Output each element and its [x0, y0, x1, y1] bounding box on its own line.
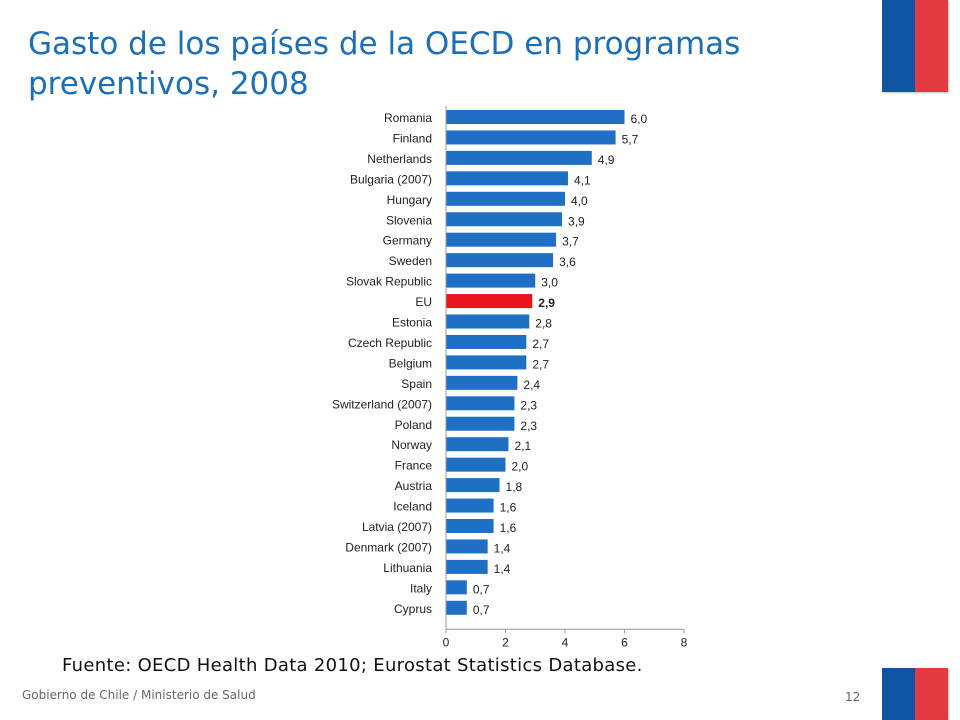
- value-label: 0,7: [473, 582, 490, 596]
- value-label: 1,8: [506, 480, 523, 494]
- value-label: 4,0: [571, 194, 588, 208]
- category-label: EU: [415, 295, 432, 309]
- flag-red-stripe: [915, 668, 948, 720]
- value-label: 3,0: [541, 276, 558, 290]
- chile-flag-top: [882, 0, 948, 92]
- value-label: 3,9: [568, 214, 585, 228]
- value-label: 3,6: [559, 255, 576, 269]
- value-label: 2,7: [532, 357, 549, 371]
- category-label: Netherlands: [367, 152, 432, 166]
- value-label: 3,7: [562, 235, 579, 249]
- category-label: Hungary: [387, 193, 432, 207]
- category-label: France: [395, 459, 433, 473]
- category-label: Belgium: [389, 356, 432, 370]
- x-tick-label: 4: [562, 635, 569, 649]
- bar: [446, 478, 500, 493]
- value-label: 6,0: [631, 112, 648, 126]
- category-label: Austria: [395, 479, 433, 493]
- category-label: Sweden: [389, 254, 432, 268]
- chile-flag-bottom: [882, 668, 948, 720]
- bar: [446, 416, 515, 431]
- x-tick-label: 8: [681, 635, 688, 649]
- value-label: 2,9: [538, 296, 555, 310]
- bar: [446, 355, 527, 370]
- bar: [446, 171, 568, 186]
- bar: [446, 273, 536, 288]
- category-label: Romania: [384, 111, 432, 125]
- bar: [446, 559, 488, 574]
- value-label: 5,7: [622, 132, 639, 146]
- category-label: Cyprus: [394, 602, 432, 616]
- value-label: 2,4: [523, 378, 540, 392]
- category-label: Czech Republic: [348, 336, 432, 350]
- category-label: Italy: [410, 581, 432, 595]
- category-label: Switzerland (2007): [332, 397, 432, 411]
- flag-blue-stripe: [882, 0, 915, 92]
- footer-text: Gobierno de Chile / Ministerio de Salud: [22, 688, 256, 702]
- bar: [446, 600, 467, 615]
- bar: [446, 519, 494, 533]
- category-label: Denmark (2007): [345, 540, 432, 554]
- category-label: Slovenia: [386, 213, 432, 227]
- value-label: 1,4: [494, 562, 511, 576]
- bar: [446, 212, 563, 227]
- category-label: Slovak Republic: [346, 275, 432, 289]
- bar: [446, 191, 565, 206]
- bar: [446, 253, 554, 268]
- value-label: 0,7: [473, 603, 490, 617]
- bar: [446, 334, 527, 349]
- page-number: 12: [845, 690, 861, 704]
- x-tick-label: 2: [502, 635, 509, 649]
- category-label: Finland: [393, 131, 432, 145]
- bar: [446, 294, 533, 309]
- value-label: 1,6: [500, 521, 517, 535]
- category-label: Estonia: [392, 316, 432, 330]
- value-label: 4,9: [598, 153, 615, 167]
- value-label: 1,4: [494, 541, 511, 555]
- value-label: 2,3: [520, 398, 537, 412]
- value-label: 2,0: [512, 460, 529, 474]
- flag-blue-stripe: [882, 668, 915, 720]
- category-label: Iceland: [393, 500, 432, 514]
- value-label: 2,3: [520, 419, 537, 433]
- x-tick-label: 6: [621, 635, 628, 649]
- value-label: 4,1: [574, 173, 591, 187]
- category-label: Poland: [395, 418, 432, 432]
- bar: [446, 375, 518, 390]
- flag-red-stripe: [915, 0, 948, 92]
- value-label: 2,8: [535, 317, 552, 331]
- category-label: Norway: [391, 438, 432, 452]
- bar: [446, 396, 515, 411]
- slide-title: Gasto de los países de la OECD en progra…: [28, 26, 741, 102]
- bar: [446, 130, 616, 145]
- category-label: Germany: [383, 234, 432, 248]
- category-label: Spain: [401, 377, 432, 391]
- x-tick-label: 0: [443, 635, 450, 649]
- bar: [446, 232, 557, 247]
- bar: [446, 150, 592, 165]
- value-label: 2,1: [514, 439, 531, 453]
- bar: [446, 457, 506, 472]
- bar: [446, 580, 467, 595]
- bar: [446, 539, 488, 554]
- bar-chart: Romania 6,0 Finland 5,7 Netherlands 4,9 Bulgar…: [332, 106, 688, 649]
- bar: [446, 314, 530, 329]
- bar: [446, 110, 625, 124]
- category-label: Lithuania: [383, 561, 432, 575]
- category-label: Latvia (2007): [362, 520, 432, 534]
- bar: [446, 498, 494, 513]
- bar: [446, 437, 509, 452]
- value-label: 2,7: [532, 337, 549, 351]
- value-label: 1,6: [500, 501, 517, 515]
- source-note: Fuente: OECD Health Data 2010; Eurostat …: [62, 655, 643, 676]
- category-label: Bulgaria (2007): [350, 172, 432, 186]
